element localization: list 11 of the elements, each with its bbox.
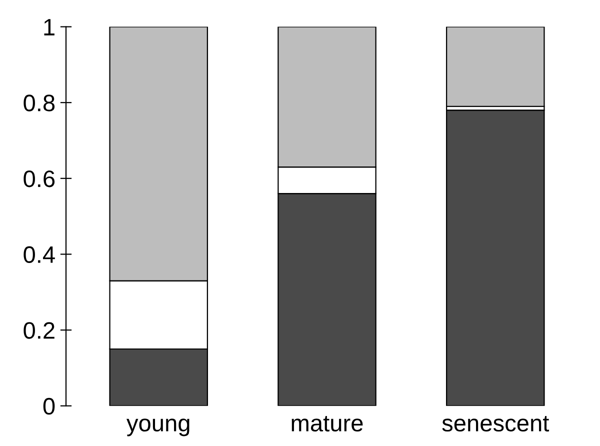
x-tick-label: senescent: [442, 416, 550, 432]
y-tick-label: 0.6: [24, 170, 55, 188]
bar: [446, 110, 545, 406]
x-tick-label: young: [126, 418, 190, 436]
x-tick-label: mature: [292, 416, 363, 432]
y-tick-label: 0: [43, 398, 55, 415]
y-tick-label: 0.2: [24, 322, 54, 339]
y-tick-label: 1: [44, 19, 54, 36]
y-tick-label: 0.4: [24, 246, 55, 264]
y-tick-label: 0.8: [24, 94, 55, 112]
bar: [446, 26, 545, 107]
